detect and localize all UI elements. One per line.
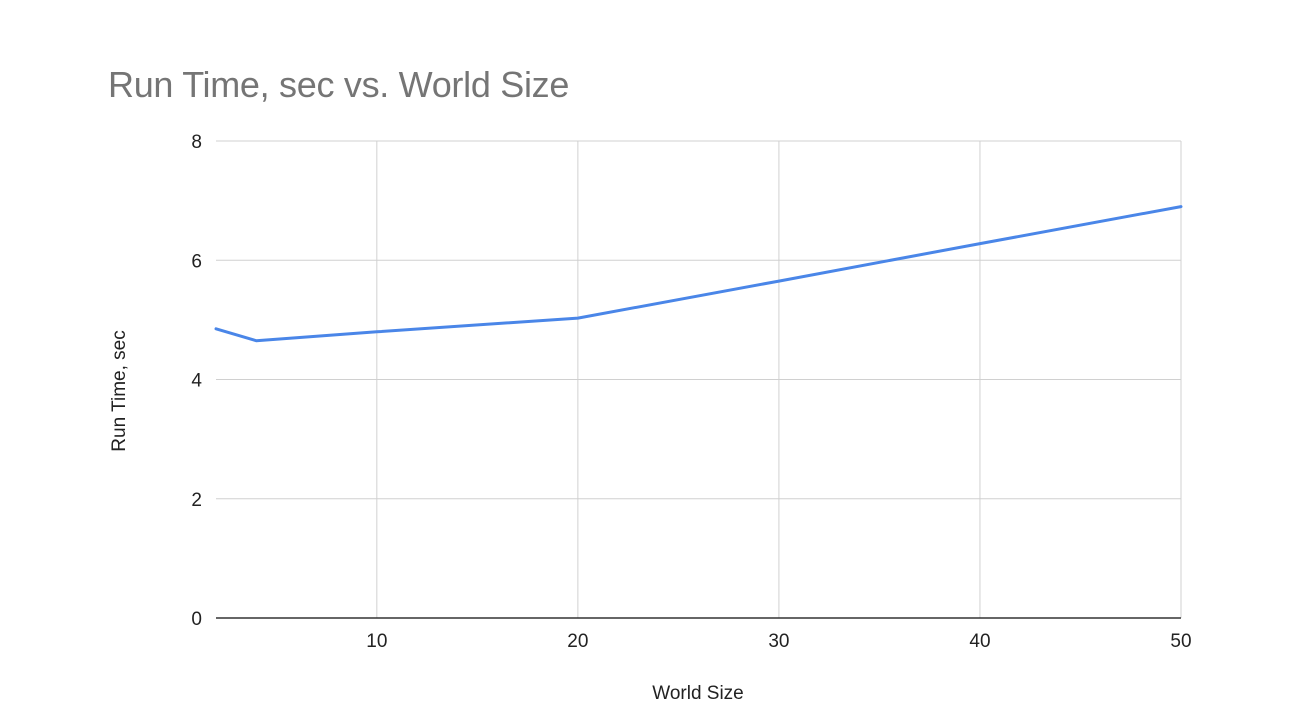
y-tick-label: 2 bbox=[191, 490, 202, 511]
x-tick-label: 30 bbox=[768, 631, 789, 652]
x-tick-label: 50 bbox=[1170, 631, 1191, 652]
x-tick-label: 20 bbox=[567, 631, 588, 652]
y-tick-label: 6 bbox=[191, 251, 202, 272]
y-tick-label: 8 bbox=[191, 132, 202, 153]
series-line bbox=[214, 205, 1183, 343]
chart-title: Run Time, sec vs. World Size bbox=[108, 64, 570, 105]
y-tick-label: 4 bbox=[191, 371, 202, 392]
x-tick-label: 10 bbox=[366, 631, 387, 652]
y-axis-title: Run Time, sec bbox=[109, 330, 130, 452]
y-tick-label: 0 bbox=[191, 609, 202, 630]
x-tick-label: 40 bbox=[969, 631, 990, 652]
x-axis-title: World Size bbox=[652, 683, 744, 704]
